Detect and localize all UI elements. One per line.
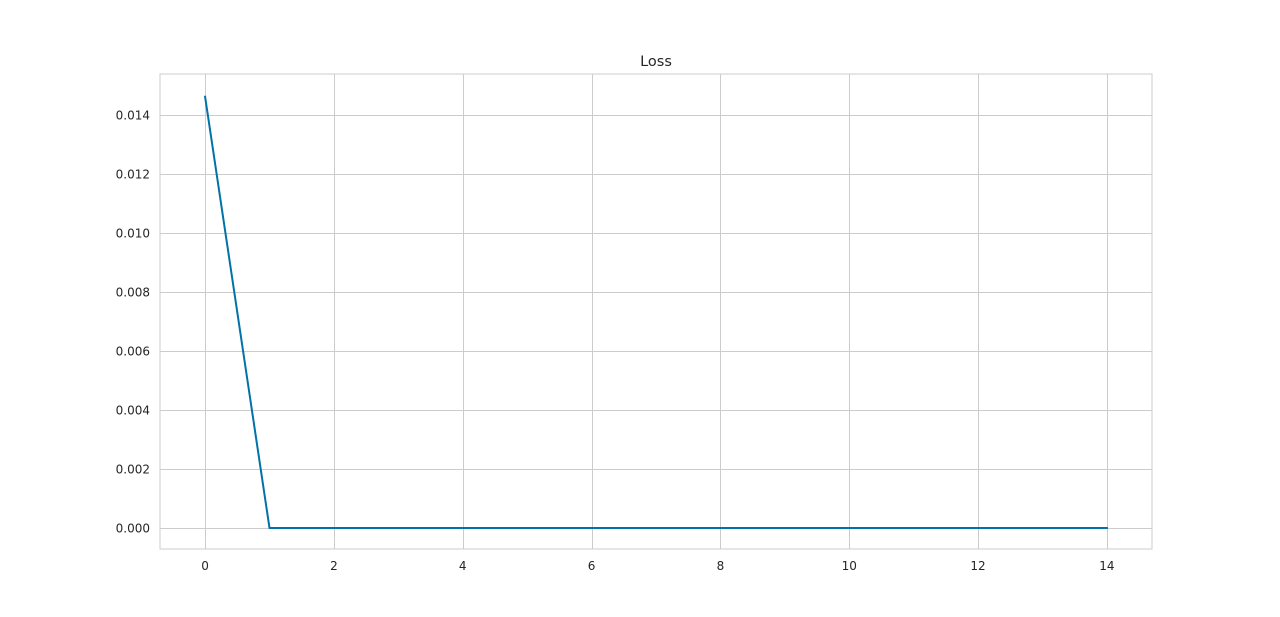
x-tick-label: 4	[459, 559, 467, 573]
x-tick-label: 10	[842, 559, 857, 573]
y-axis-ticks: 0.000 0.002 0.004 0.006 0.008 0.010 0.012 0.014	[116, 108, 150, 535]
y-tick-label: 0.006	[116, 344, 150, 358]
x-tick-label: 2	[330, 559, 338, 573]
chart-title: Loss	[640, 54, 672, 70]
x-tick-label: 0	[201, 559, 209, 573]
x-tick-label: 6	[588, 559, 596, 573]
y-tick-label: 0.008	[116, 285, 150, 299]
grid	[160, 74, 1152, 549]
x-tick-label: 14	[1099, 559, 1114, 573]
y-tick-label: 0.014	[116, 108, 150, 122]
y-tick-label: 0.004	[116, 403, 150, 417]
axes-frame	[159, 73, 1153, 550]
series-layer	[203, 95, 1108, 530]
loss-series-line	[203, 95, 1108, 530]
x-tick-label: 8	[717, 559, 725, 573]
y-tick-label: 0.012	[116, 167, 150, 181]
x-axis-ticks: 0 2 4 6 8 10 12 14	[201, 559, 1114, 573]
y-tick-label: 0.000	[116, 521, 150, 535]
y-tick-label: 0.010	[116, 226, 150, 240]
x-tick-label: 12	[970, 559, 985, 573]
y-tick-label: 0.002	[116, 462, 150, 476]
